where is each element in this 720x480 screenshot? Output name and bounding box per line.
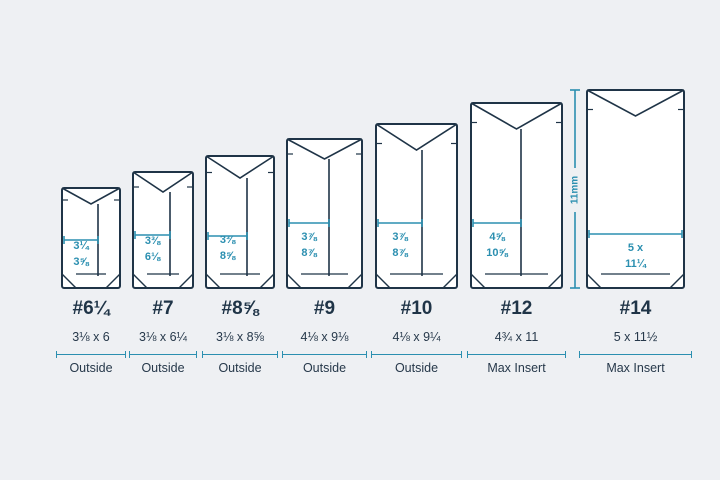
envelope-12-number: #12 — [500, 298, 533, 319]
envelope-10-number: #10 — [400, 298, 433, 319]
envelope-14-fold-right — [669, 273, 685, 289]
envelope-14-flap — [586, 89, 685, 117]
envelope-8-5-8-number: #8⅝ — [221, 298, 259, 319]
envelope-9-measure-bar — [282, 351, 367, 358]
envelope-10-insert-size: 3⅞ 8⅞ — [392, 229, 407, 261]
envelope-6-1-4-flap — [61, 187, 121, 205]
envelope-7-size: 3⅛ x 6¼ — [139, 330, 187, 344]
envelope-8-5-8-measure-bar — [202, 351, 278, 358]
envelope-7-insert-line-2: 6⅛ — [144, 251, 161, 263]
envelope-10-flap — [375, 123, 458, 151]
envelope-12-insert-line-1: 4⅝ — [489, 231, 505, 243]
envelope-10-body — [375, 123, 458, 289]
envelope-10-fold-left — [375, 273, 391, 289]
envelope-14-measure-bar — [579, 351, 692, 358]
envelope-12-body — [470, 102, 563, 289]
envelope-14-insert-line-2: 11¼ — [625, 258, 646, 270]
envelope-6-1-4-body — [61, 187, 121, 289]
envelope-14-note: Max Insert — [606, 361, 665, 375]
envelope-14-insert-line-1: 5 x — [627, 242, 644, 254]
envelope-10-measure-bar — [371, 351, 462, 358]
envelope-7-fold-left — [132, 273, 148, 289]
envelope-12-note: Max Insert — [487, 361, 546, 375]
envelope-6-1-4-fold-right — [105, 273, 121, 289]
envelope-10-note: Outside — [394, 361, 439, 375]
envelope-12-measure-bar — [467, 351, 566, 358]
envelope-7-number: #7 — [152, 298, 174, 319]
envelope-8-5-8-body — [205, 155, 275, 289]
envelope-6-1-4-number: #6¼ — [72, 298, 110, 319]
envelope-9-note: Outside — [302, 361, 347, 375]
envelope-12-fold-right — [547, 273, 563, 289]
envelope-9-insert-size: 3⅞ 8⅞ — [301, 229, 316, 261]
scale-label-gap — [569, 168, 581, 212]
envelope-7-flap — [132, 171, 194, 193]
envelope-8-5-8-fold-right — [259, 273, 275, 289]
envelope-6-1-4-size: 3⅛ x 6 — [72, 330, 110, 344]
envelope-7-body — [132, 171, 194, 289]
envelope-7-insert-line-1: 3⅜ — [144, 235, 161, 247]
envelope-14-insert-size: 5 x 11¼ — [625, 240, 646, 272]
envelope-6-1-4-insert-line-1: 3¼ — [73, 240, 89, 252]
envelope-14-size: 5 x 11½ — [613, 330, 658, 344]
envelope-9-size: 4⅛ x 9⅛ — [300, 330, 349, 344]
envelope-14-number: #14 — [619, 298, 652, 319]
envelope-6-1-4-insert-line-2: 3⅝ — [73, 256, 89, 268]
envelope-9-insert-line-2: 8⅞ — [301, 247, 317, 259]
envelope-10-insert-line-1: 3⅞ — [392, 231, 408, 243]
envelope-9-insert-line-1: 3⅞ — [301, 231, 317, 243]
envelope-9-fold-left — [286, 273, 302, 289]
envelope-12-flap — [470, 102, 563, 130]
envelope-7-measure-bar — [129, 351, 197, 358]
envelope-6-1-4-measure-bar — [56, 351, 126, 358]
envelope-9-fold-right — [347, 273, 363, 289]
envelope-8-5-8-note: Outside — [218, 361, 262, 375]
envelope-10-size: 4⅛ x 9¼ — [392, 330, 441, 344]
envelope-9-number: #9 — [313, 298, 336, 319]
envelope-8-5-8-size: 3⅛ x 8⅝ — [216, 330, 264, 344]
envelope-9-body — [286, 138, 363, 289]
envelope-10-insert-line-2: 8⅞ — [392, 247, 408, 259]
envelope-12-fold-left — [470, 273, 486, 289]
envelope-7-fold-right — [178, 273, 194, 289]
envelope-8-5-8-insert-line-2: 8⅝ — [219, 250, 236, 262]
envelope-7-note: Outside — [141, 361, 185, 375]
envelope-12-insert-size: 4⅝ 10⅝ — [486, 229, 507, 261]
envelope-12-insert-line-2: 10⅝ — [486, 247, 508, 259]
envelope-8-5-8-insert-line-1: 3⅜ — [219, 234, 236, 246]
envelope-6-1-4-fold-left — [61, 273, 77, 289]
envelope-6-1-4-insert-size: 3¼ 3⅝ — [73, 238, 88, 270]
envelope-8-5-8-flap — [205, 155, 275, 179]
envelope-8-5-8-fold-left — [205, 273, 221, 289]
envelope-14-body — [586, 89, 685, 289]
scale-label: 11mm — [569, 175, 581, 205]
envelope-7-insert-size: 3⅜ 6⅛ — [145, 233, 160, 265]
envelope-8-5-8-insert-size: 3⅜ 8⅝ — [220, 232, 235, 264]
envelope-14-fold-left — [586, 273, 602, 289]
envelope-9-flap — [286, 138, 363, 160]
envelope-10-fold-right — [442, 273, 458, 289]
envelope-6-1-4-note: Outside — [69, 361, 113, 375]
envelope-12-size: 4¾ x 11 — [494, 330, 539, 344]
